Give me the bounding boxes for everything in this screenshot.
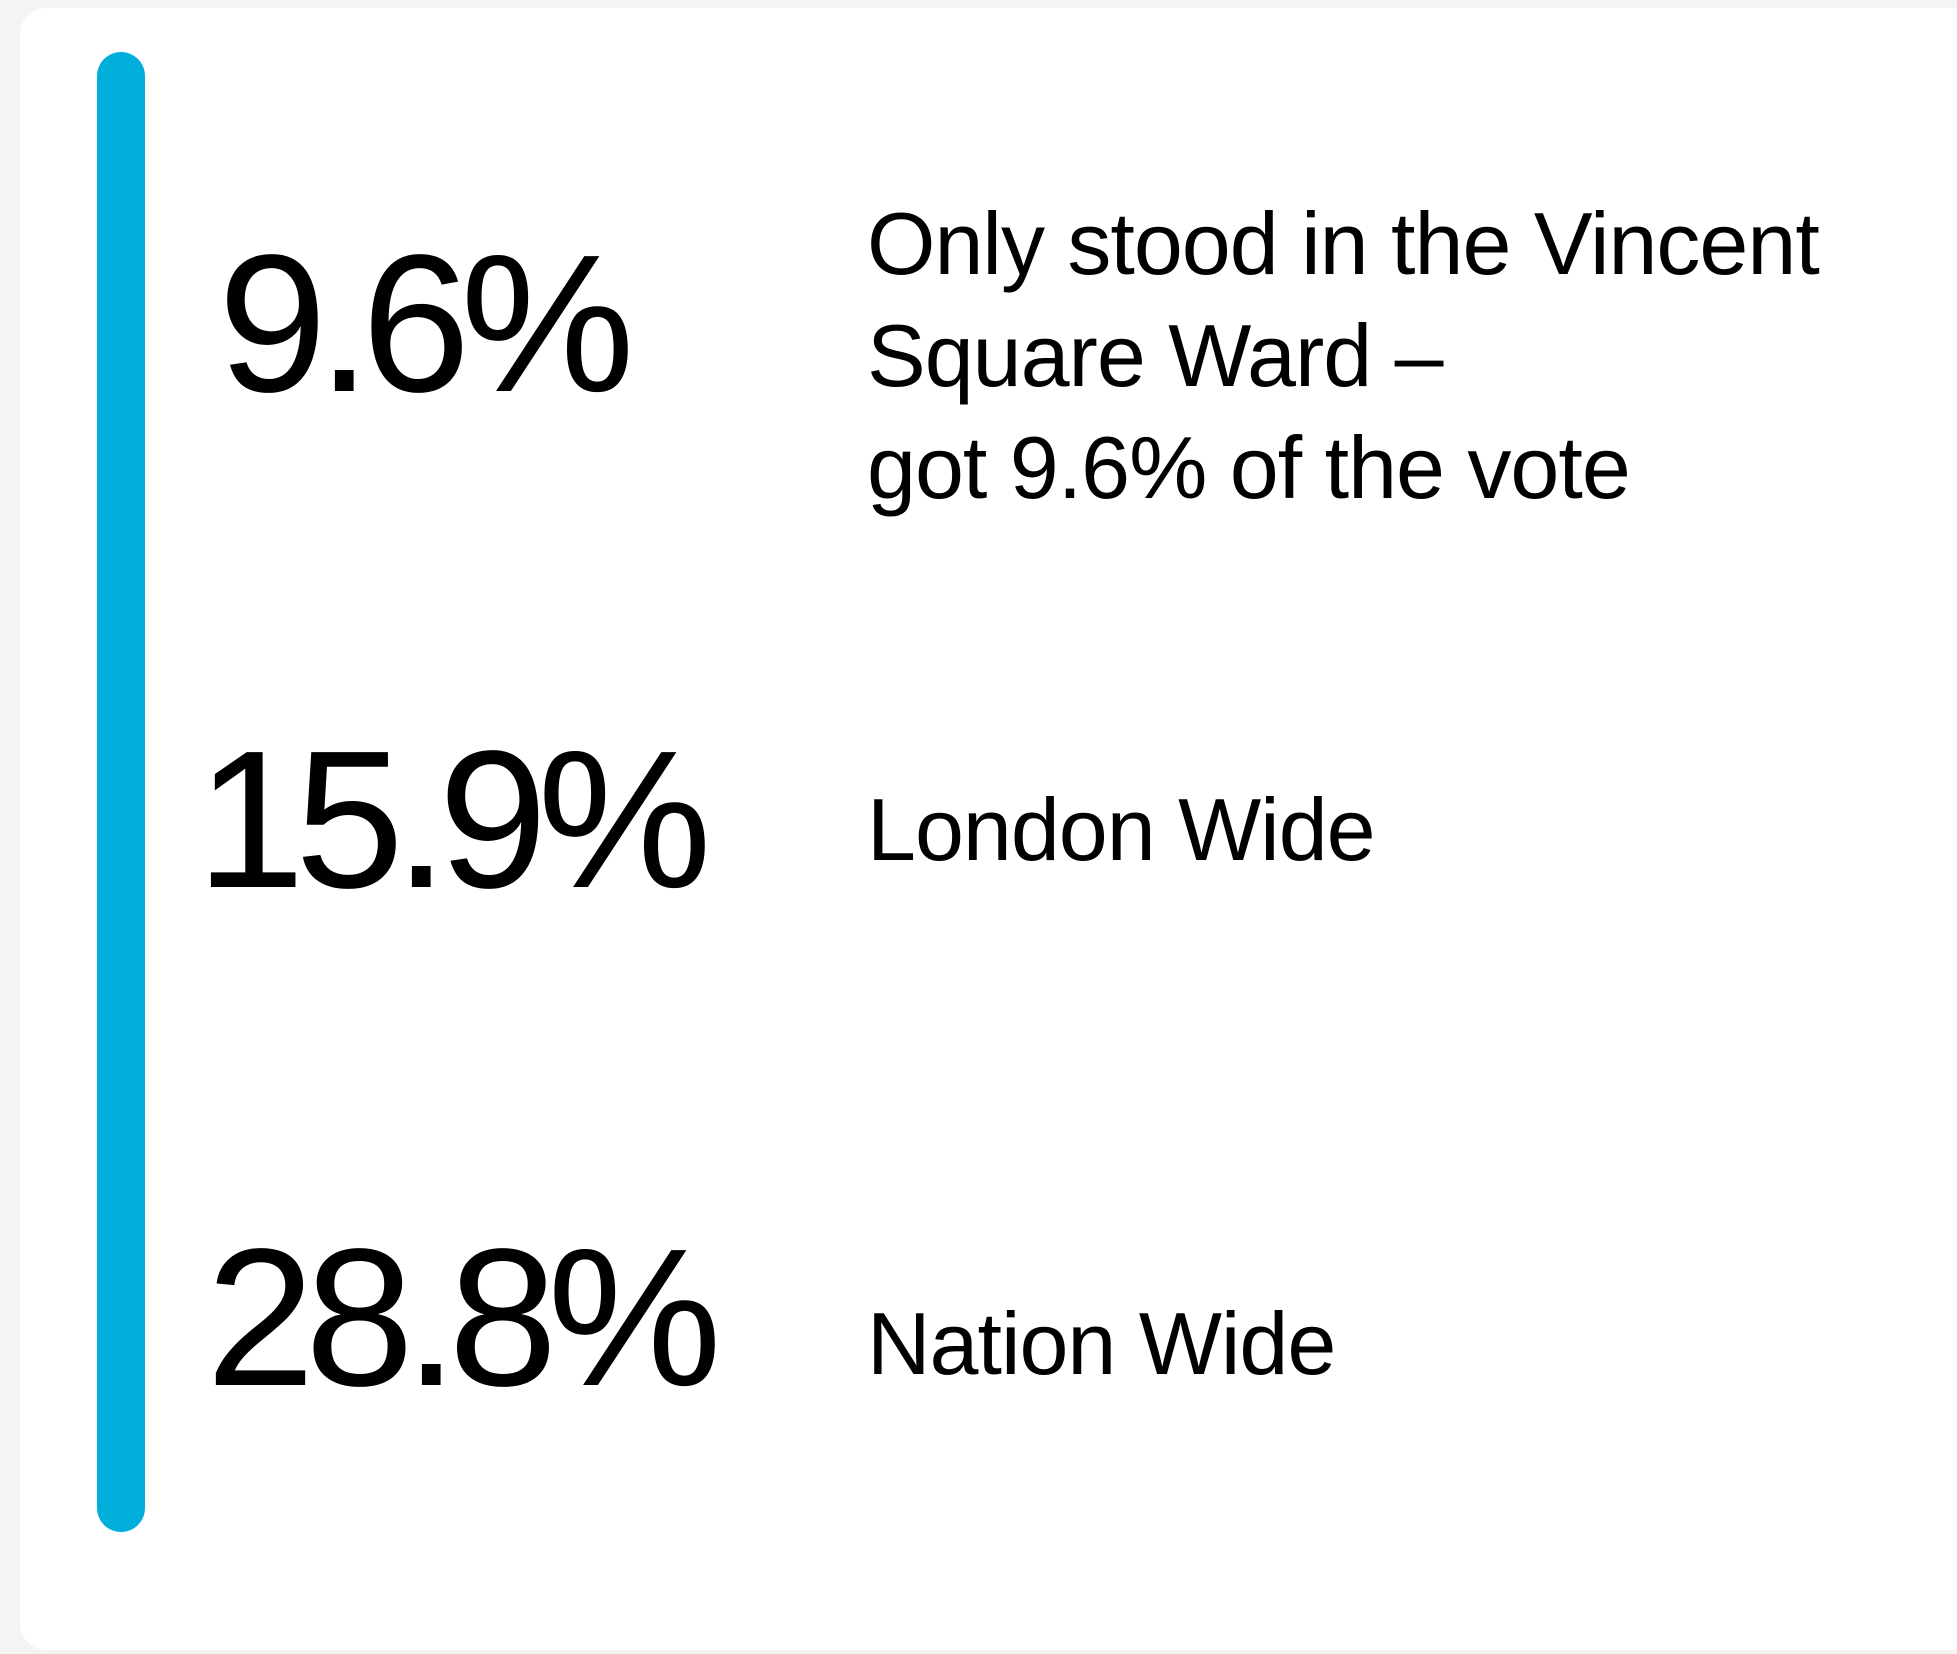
stat-description: London Wide bbox=[867, 774, 1376, 886]
accent-bar bbox=[97, 52, 145, 1532]
description-line: Nation Wide bbox=[867, 1294, 1336, 1393]
stat-value: 15.9% bbox=[196, 710, 712, 929]
description-line: Square Ward – bbox=[867, 306, 1444, 405]
stats-card: 9.6% Only stood in the Vincent Square Ward… bbox=[20, 8, 1957, 1650]
stat-value: 9.6% bbox=[218, 214, 635, 433]
stat-description: Nation Wide bbox=[867, 1288, 1336, 1400]
description-line: got 9.6% of the vote bbox=[867, 418, 1631, 517]
stat-value: 28.8% bbox=[206, 1208, 722, 1427]
description-line: Only stood in the Vincent bbox=[867, 194, 1820, 293]
description-line: London Wide bbox=[867, 780, 1376, 879]
stat-description: Only stood in the Vincent Square Ward – go… bbox=[867, 188, 1820, 524]
